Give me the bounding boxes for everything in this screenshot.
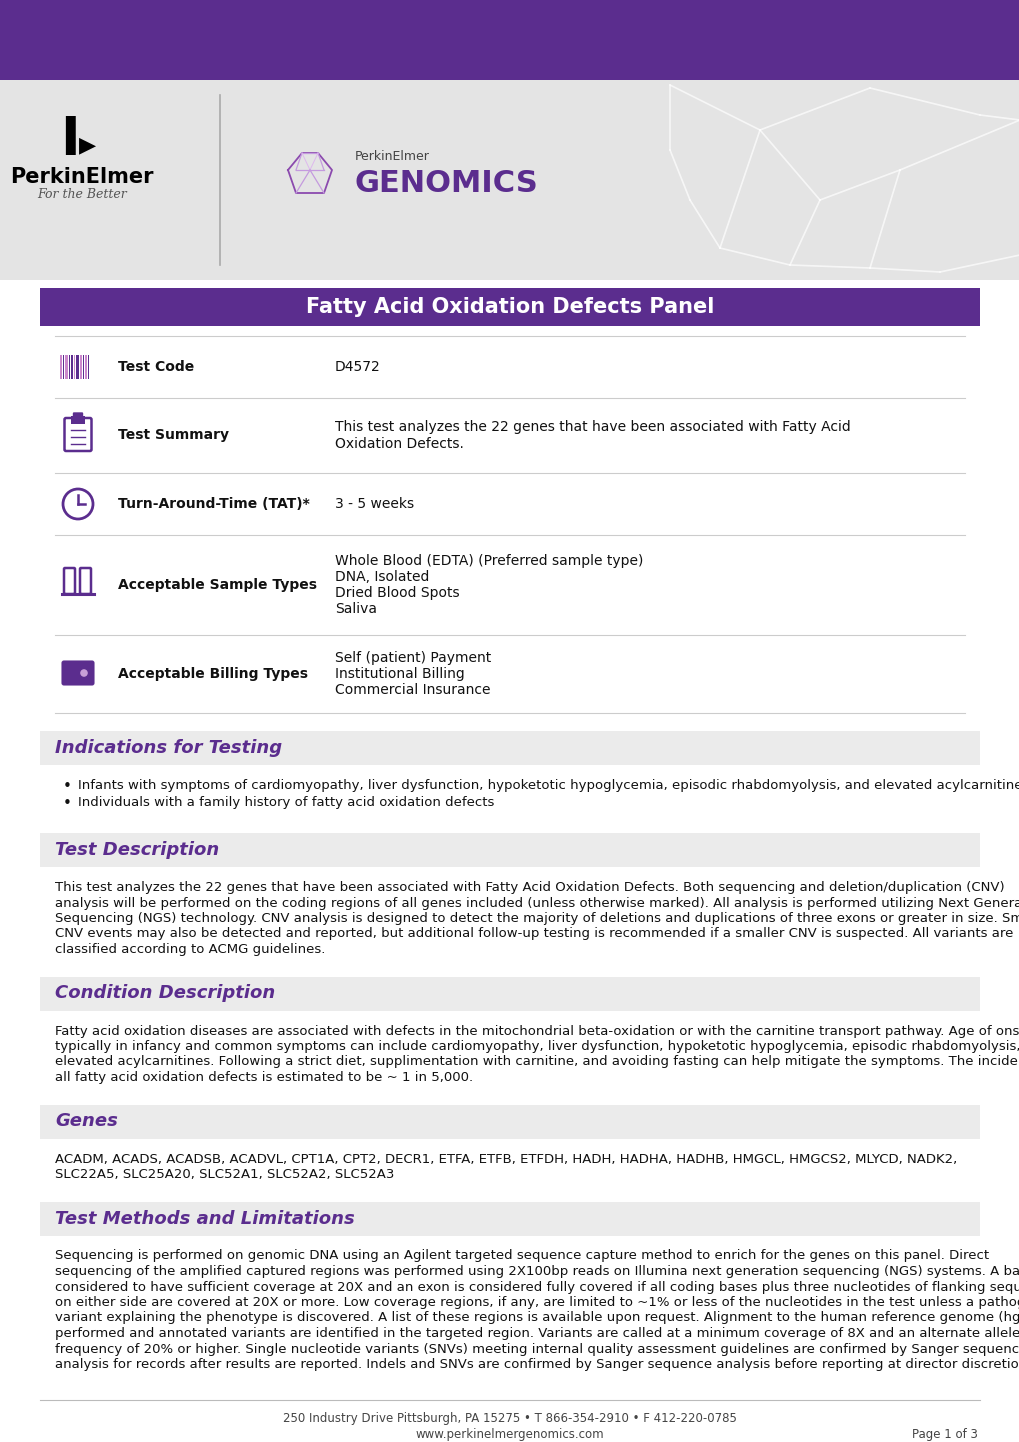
Text: variant explaining the phenotype is discovered. A list of these regions is avail: variant explaining the phenotype is disc… (55, 1312, 1019, 1325)
Text: elevated acylcarnitines. Following a strict diet, supplimentation with carnitine: elevated acylcarnitines. Following a str… (55, 1056, 1019, 1069)
Text: ACADM, ACADS, ACADSB, ACADVL, CPT1A, CPT2, DECR1, ETFA, ETFB, ETFDH, HADH, HADHA: ACADM, ACADS, ACADSB, ACADVL, CPT1A, CPT… (55, 1152, 956, 1165)
Bar (60, 355, 62, 379)
Text: Test Methods and Limitations: Test Methods and Limitations (55, 1210, 355, 1227)
Text: Fatty Acid Oxidation Defects Panel: Fatty Acid Oxidation Defects Panel (306, 297, 713, 317)
Bar (71, 415, 85, 424)
Bar (65, 355, 68, 379)
Text: •: • (62, 779, 71, 795)
Text: classified according to ACMG guidelines.: classified according to ACMG guidelines. (55, 943, 325, 956)
Text: Self (patient) Payment: Self (patient) Payment (334, 650, 491, 665)
Text: Test Description: Test Description (55, 841, 219, 859)
Text: analysis will be performed on the coding regions of all genes included (unless o: analysis will be performed on the coding… (55, 897, 1019, 910)
Text: Commercial Insurance: Commercial Insurance (334, 684, 490, 696)
Text: considered to have sufficient coverage at 20X and an exon is considered fully co: considered to have sufficient coverage a… (55, 1280, 1019, 1293)
Text: 3 - 5 weeks: 3 - 5 weeks (334, 497, 414, 510)
Text: I: I (60, 114, 79, 166)
Bar (40, 976, 979, 1011)
Bar (79, 355, 82, 379)
Bar (0, 0, 1019, 79)
FancyBboxPatch shape (73, 412, 83, 420)
Text: all fatty acid oxidation defects is estimated to be ~ 1 in 5,000.: all fatty acid oxidation defects is esti… (55, 1071, 473, 1084)
Text: Test Code: Test Code (118, 360, 194, 373)
Text: Condition Description: Condition Description (55, 985, 275, 1002)
Text: D4572: D4572 (334, 360, 380, 373)
Text: DNA, Isolated: DNA, Isolated (334, 570, 429, 584)
Text: Oxidation Defects.: Oxidation Defects. (334, 437, 464, 450)
Text: frequency of 20% or higher. Single nucleotide variants (SNVs) meeting internal q: frequency of 20% or higher. Single nucle… (55, 1343, 1019, 1355)
Text: Institutional Billing: Institutional Billing (334, 668, 465, 681)
Text: ▶: ▶ (79, 136, 97, 154)
Text: Genes: Genes (55, 1112, 118, 1131)
Text: on either side are covered at 20X or more. Low coverage regions, if any, are lim: on either side are covered at 20X or mor… (55, 1296, 1019, 1309)
Text: Infants with symptoms of cardiomyopathy, liver dysfunction, hypoketotic hypoglyc: Infants with symptoms of cardiomyopathy,… (77, 779, 1019, 792)
Text: Sequencing (NGS) technology. CNV analysis is designed to detect the majority of : Sequencing (NGS) technology. CNV analysi… (55, 911, 1019, 924)
Text: Acceptable Billing Types: Acceptable Billing Types (118, 668, 308, 681)
Text: Turn-Around-Time (TAT)*: Turn-Around-Time (TAT)* (118, 497, 310, 510)
Bar (76, 355, 78, 379)
Bar (85, 355, 87, 379)
Text: Dried Blood Spots: Dried Blood Spots (334, 585, 460, 600)
Text: SLC22A5, SLC25A20, SLC52A1, SLC52A2, SLC52A3: SLC22A5, SLC25A20, SLC52A1, SLC52A2, SLC… (55, 1168, 394, 1181)
Text: GENOMICS: GENOMICS (355, 169, 538, 198)
Bar (40, 288, 979, 326)
Bar (0, 79, 1019, 280)
Text: Acceptable Sample Types: Acceptable Sample Types (118, 578, 317, 593)
Text: Fatty acid oxidation diseases are associated with defects in the mitochondrial b: Fatty acid oxidation diseases are associ… (55, 1024, 1019, 1037)
Text: 250 Industry Drive Pittsburgh, PA 15275 • T 866-354-2910 • F 412-220-0785: 250 Industry Drive Pittsburgh, PA 15275 … (283, 1412, 736, 1425)
Text: CNV events may also be detected and reported, but additional follow-up testing i: CNV events may also be detected and repo… (55, 927, 1013, 940)
Text: Whole Blood (EDTA) (Preferred sample type): Whole Blood (EDTA) (Preferred sample typ… (334, 554, 643, 568)
Bar (71, 355, 73, 379)
Text: •: • (62, 796, 71, 810)
Text: analysis for records after results are reported. Indels and SNVs are confirmed b: analysis for records after results are r… (55, 1358, 1019, 1371)
Text: This test analyzes the 22 genes that have been associated with Fatty Acid: This test analyzes the 22 genes that hav… (334, 421, 850, 434)
Bar (40, 833, 979, 867)
Text: Indications for Testing: Indications for Testing (55, 738, 282, 757)
Text: typically in infancy and common symptoms can include cardiomyopathy, liver dysfu: typically in infancy and common symptoms… (55, 1040, 1019, 1053)
Text: Page 1 of 3: Page 1 of 3 (911, 1428, 977, 1441)
Bar (40, 1201, 979, 1236)
Text: This test analyzes the 22 genes that have been associated with Fatty Acid Oxidat: This test analyzes the 22 genes that hav… (55, 881, 1004, 894)
Text: sequencing of the amplified captured regions was performed using 2X100bp reads o: sequencing of the amplified captured reg… (55, 1265, 1019, 1278)
Text: Saliva: Saliva (334, 601, 377, 616)
Text: www.perkinelmergenomics.com: www.perkinelmergenomics.com (416, 1428, 603, 1441)
Bar (40, 1105, 979, 1139)
FancyBboxPatch shape (62, 662, 94, 685)
Text: For the Better: For the Better (37, 189, 126, 202)
Text: Individuals with a family history of fatty acid oxidation defects: Individuals with a family history of fat… (77, 796, 494, 809)
Text: Test Summary: Test Summary (118, 428, 229, 443)
Bar (40, 731, 979, 766)
Text: PerkinElmer: PerkinElmer (10, 167, 154, 187)
Text: Sequencing is performed on genomic DNA using an Agilent targeted sequence captur: Sequencing is performed on genomic DNA u… (55, 1250, 988, 1263)
Text: PerkinElmer: PerkinElmer (355, 150, 429, 163)
Text: performed and annotated variants are identified in the targeted region. Variants: performed and annotated variants are ide… (55, 1327, 1019, 1340)
Circle shape (79, 669, 89, 678)
